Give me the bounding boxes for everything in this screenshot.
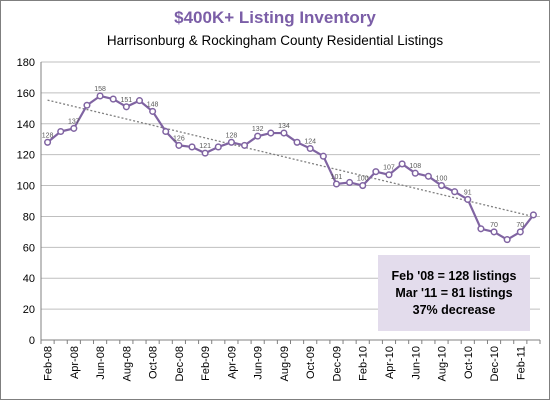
data-point <box>135 97 144 105</box>
data-point <box>529 211 537 219</box>
y-tick-label: 60 <box>23 242 35 254</box>
data-point <box>437 182 446 190</box>
series-line <box>46 94 535 241</box>
data-point <box>306 144 314 153</box>
data-label: 108 <box>409 163 421 170</box>
summary-box: Feb '08 = 128 listings Mar '11 = 81 list… <box>378 255 530 331</box>
data-point <box>149 107 157 115</box>
data-point <box>293 138 301 146</box>
data-point <box>319 152 327 160</box>
x-tick-label: Apr-08 <box>69 346 81 379</box>
data-label: 132 <box>252 126 264 133</box>
x-tick-label: Feb-10 <box>358 346 370 381</box>
chart-subtitle: Harrisonburg & Rockingham County Residen… <box>106 33 444 48</box>
x-tick-label: Oct-09 <box>305 346 317 379</box>
x-tick-label: Oct-10 <box>463 346 475 379</box>
data-label: 124 <box>304 138 316 145</box>
data-point <box>162 127 170 136</box>
x-tick-label: Jun-10 <box>410 346 422 380</box>
data-label: 151 <box>121 97 133 104</box>
data-point <box>214 143 222 151</box>
x-tick-label: Aug-09 <box>279 346 291 381</box>
data-point <box>254 132 262 140</box>
data-point <box>503 236 511 244</box>
data-label: 100 <box>357 176 369 183</box>
y-tick-label: 0 <box>29 335 35 347</box>
x-tick-label: Jun-09 <box>253 346 265 380</box>
data-point <box>490 228 498 236</box>
y-tick-label: 120 <box>17 150 35 162</box>
data-point <box>451 188 459 196</box>
data-point <box>477 225 485 233</box>
data-point <box>385 171 393 179</box>
x-tick-label: Dec-09 <box>331 346 343 381</box>
summary-line-change: 37% decrease <box>412 302 496 317</box>
data-label: 158 <box>94 86 106 93</box>
y-tick-label: 140 <box>17 119 35 131</box>
data-label: 70 <box>516 222 524 229</box>
x-tick-label: Dec-08 <box>174 346 186 381</box>
data-label: 128 <box>226 132 238 139</box>
data-point <box>346 178 354 187</box>
y-tick-label: 20 <box>23 304 35 316</box>
data-point <box>44 138 52 146</box>
y-tick-label: 80 <box>23 211 35 223</box>
data-point <box>188 143 196 151</box>
x-tick-label: Oct-08 <box>148 346 160 379</box>
data-label: 101 <box>331 174 343 181</box>
data-label: 137 <box>68 118 80 125</box>
x-tick-label: Apr-09 <box>226 346 238 379</box>
data-point <box>57 127 65 136</box>
x-tick-label: Feb-09 <box>200 346 212 381</box>
data-point <box>516 228 524 236</box>
data-label: 126 <box>173 135 185 142</box>
data-label: 121 <box>199 143 211 150</box>
x-tick-label: Aug-08 <box>121 346 133 381</box>
data-point <box>227 138 235 146</box>
data-point <box>359 182 367 190</box>
chart-title: $400K+ Listing Inventory <box>174 8 376 27</box>
data-point <box>280 129 288 137</box>
x-tick-label: Dec-10 <box>489 346 501 381</box>
data-point <box>122 103 130 111</box>
data-label: 128 <box>42 132 54 139</box>
summary-line-start: Feb '08 = 128 listings <box>391 268 517 283</box>
x-tick-label: Apr-10 <box>384 346 396 379</box>
data-label: 70 <box>490 222 498 229</box>
data-point <box>175 141 183 149</box>
data-point <box>96 92 104 100</box>
data-point <box>70 124 78 132</box>
trendline <box>47 99 534 218</box>
data-label: 100 <box>436 176 448 183</box>
x-tick-label: Feb-08 <box>43 346 55 381</box>
data-point <box>267 129 275 137</box>
y-tick-label: 100 <box>17 181 35 193</box>
x-tick-label: Aug-10 <box>437 346 449 381</box>
x-tick-label: Jun-08 <box>95 346 107 380</box>
y-tick-label: 160 <box>17 88 35 100</box>
data-point <box>424 172 432 180</box>
y-tick-label: 180 <box>17 57 35 69</box>
data-point <box>201 149 209 157</box>
data-label: 148 <box>147 101 159 108</box>
data-point <box>332 180 341 188</box>
data-label: 107 <box>383 165 395 172</box>
data-label: 134 <box>278 123 290 130</box>
data-point <box>83 101 91 109</box>
data-point <box>411 169 419 177</box>
data-point <box>240 141 249 149</box>
data-point <box>398 160 406 168</box>
x-tick-label: Feb-11 <box>515 346 527 380</box>
y-tick-label: 40 <box>23 273 35 285</box>
data-point <box>109 95 117 103</box>
data-point <box>372 168 380 176</box>
data-point <box>464 195 472 204</box>
summary-line-end: Mar '11 = 81 listings <box>395 285 513 300</box>
data-label: 91 <box>464 189 472 196</box>
